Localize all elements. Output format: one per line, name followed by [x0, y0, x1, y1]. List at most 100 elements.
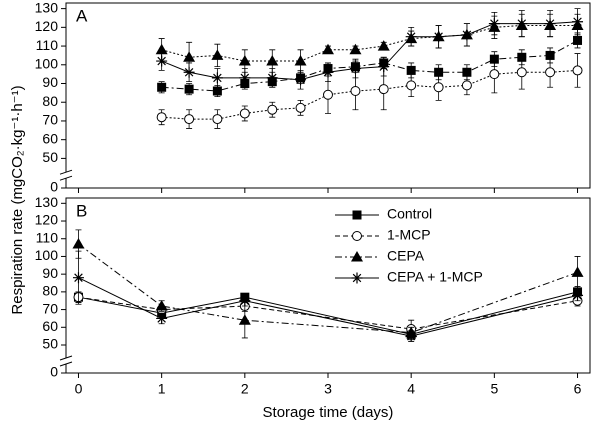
- x-tick-label: 2: [241, 381, 249, 397]
- data-point: [545, 50, 555, 60]
- data-point: [183, 66, 195, 78]
- data-point: [405, 330, 417, 342]
- data-point: [322, 66, 334, 78]
- axis-break: [59, 169, 73, 181]
- data-point: [434, 67, 444, 77]
- series-line: [78, 277, 578, 337]
- data-point: [461, 29, 473, 41]
- y-tick-label: 60: [42, 318, 58, 334]
- y-tick-label: 0: [50, 179, 58, 195]
- data-point: [571, 266, 584, 277]
- legend-label: CEPA + 1-MCP: [387, 269, 483, 285]
- data-point: [184, 114, 195, 125]
- series-line: [78, 296, 578, 330]
- data-point: [266, 55, 279, 66]
- legend-label: Control: [387, 206, 432, 222]
- data-point: [238, 314, 251, 325]
- data-point: [349, 63, 361, 75]
- y-tick-label: 70: [42, 300, 58, 316]
- data-point: [211, 49, 224, 60]
- y-axis-label: Respiration rate (mgCO₂·kg⁻¹·h⁻¹): [9, 85, 26, 314]
- plot-frame: [65, 197, 591, 374]
- y-tick-label: 60: [42, 130, 58, 146]
- data-point: [350, 85, 361, 96]
- data-point: [405, 31, 417, 43]
- y-tick-label: 0: [50, 364, 58, 380]
- data-point: [461, 80, 472, 91]
- series-line: [78, 243, 578, 334]
- data-point: [238, 55, 251, 66]
- legend-label: CEPA: [387, 248, 425, 264]
- data-point: [516, 67, 527, 78]
- data-point: [157, 82, 167, 92]
- series-line: [161, 24, 578, 62]
- data-point: [239, 108, 250, 119]
- y-tick-label: 80: [42, 283, 58, 299]
- data-point: [545, 67, 556, 78]
- axis-break: [59, 355, 73, 367]
- data-point: [572, 289, 584, 301]
- series-line: [161, 69, 578, 120]
- data-point: [544, 18, 556, 30]
- y-tick-label: 50: [42, 336, 58, 352]
- data-point: [156, 55, 168, 67]
- data-point: [489, 69, 500, 80]
- x-tick-label: 1: [158, 381, 166, 397]
- panel-label: A: [76, 6, 88, 25]
- data-point: [212, 114, 223, 125]
- x-tick-label: 0: [75, 381, 83, 397]
- y-tick-label: 120: [35, 212, 59, 228]
- axis-break-gap: [60, 358, 72, 364]
- data-point: [239, 295, 251, 307]
- legend-marker: [352, 210, 362, 220]
- data-point: [266, 72, 278, 84]
- y-tick-label: 80: [42, 93, 58, 109]
- data-point: [516, 18, 528, 30]
- data-point: [433, 82, 444, 93]
- data-point: [239, 72, 251, 84]
- x-tick-label: 5: [490, 381, 498, 397]
- legend-marker: [351, 251, 363, 262]
- x-tick-label: 3: [324, 381, 332, 397]
- data-point: [72, 272, 84, 284]
- data-point: [433, 31, 445, 43]
- data-point: [156, 312, 168, 324]
- data-point: [572, 16, 584, 28]
- y-tick-label: 70: [42, 112, 58, 128]
- data-point: [294, 55, 307, 66]
- legend-marker: [352, 231, 362, 241]
- x-tick-label: 4: [407, 381, 415, 397]
- y-tick-label: 130: [35, 0, 59, 15]
- y-tick-label: 50: [42, 149, 58, 165]
- y-tick-label: 110: [36, 229, 59, 245]
- data-point: [377, 40, 390, 51]
- data-point: [349, 43, 362, 55]
- data-point: [267, 104, 278, 115]
- x-tick-label: 6: [574, 381, 582, 397]
- data-point: [406, 65, 416, 75]
- data-point: [212, 86, 222, 96]
- axis-break-gap: [60, 172, 72, 179]
- x-axis-label: Storage time (days): [263, 404, 394, 421]
- data-point: [488, 18, 500, 30]
- data-point: [323, 89, 333, 100]
- legend-label: 1-MCP: [387, 227, 431, 243]
- data-point: [295, 102, 306, 113]
- y-tick-label: 120: [35, 18, 59, 34]
- y-tick-label: 130: [35, 194, 59, 210]
- y-tick-label: 90: [42, 74, 58, 90]
- y-tick-label: 90: [42, 265, 58, 281]
- data-point: [156, 112, 167, 123]
- data-point: [406, 80, 417, 91]
- data-point: [572, 65, 583, 76]
- data-point: [183, 51, 196, 62]
- y-tick-label: 100: [35, 55, 59, 71]
- y-tick-label: 100: [35, 247, 59, 263]
- legend-marker: [351, 272, 363, 284]
- data-point: [573, 35, 583, 45]
- data-point: [378, 84, 389, 95]
- y-tick-label: 110: [36, 37, 59, 53]
- data-point: [295, 74, 307, 86]
- data-point: [211, 72, 223, 84]
- data-point: [462, 67, 472, 77]
